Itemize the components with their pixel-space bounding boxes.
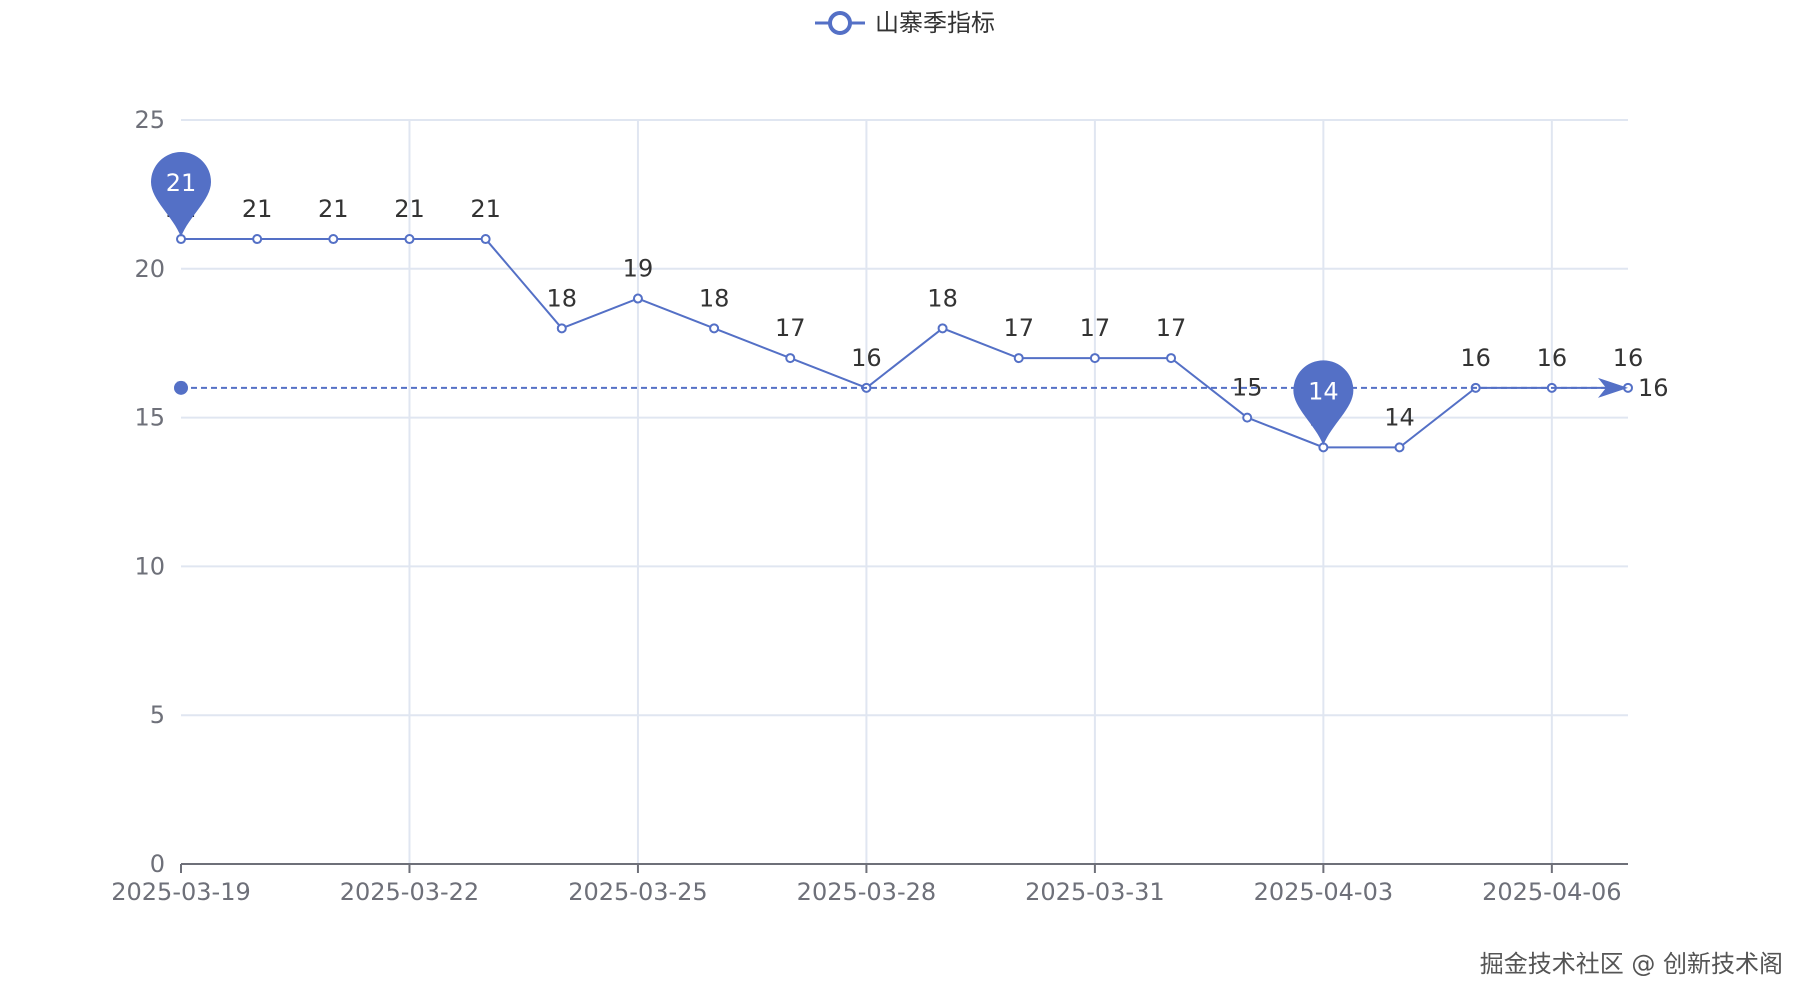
data-point bbox=[709, 323, 720, 334]
data-point bbox=[1089, 353, 1100, 364]
data-point bbox=[632, 293, 643, 304]
min-pin-icon bbox=[1293, 360, 1354, 446]
data-label: 19 bbox=[623, 255, 654, 283]
watermark: 掘金技术社区 @ 创新技术阁 bbox=[1480, 950, 1783, 978]
data-point bbox=[785, 353, 796, 364]
data-point bbox=[937, 323, 948, 334]
y-tick-label: 5 bbox=[150, 701, 165, 729]
data-label: 21 bbox=[394, 195, 425, 223]
x-tick-label: 2025-03-31 bbox=[1025, 878, 1164, 906]
max-pin-label: 21 bbox=[166, 169, 197, 197]
x-tick-label: 2025-03-19 bbox=[111, 878, 250, 906]
data-label: 14 bbox=[1384, 403, 1415, 431]
data-label: 17 bbox=[1003, 314, 1034, 342]
average-line-start-marker bbox=[174, 380, 188, 395]
y-tick-label: 15 bbox=[134, 404, 165, 432]
series-line bbox=[181, 238, 1628, 449]
data-point bbox=[1013, 353, 1024, 364]
data-point bbox=[1242, 412, 1253, 423]
data-point bbox=[404, 234, 415, 245]
y-tick-label: 20 bbox=[134, 255, 165, 283]
data-point bbox=[480, 234, 491, 245]
data-point bbox=[328, 234, 339, 245]
legend-label: 山寨季指标 bbox=[875, 9, 995, 37]
x-tick-label: 2025-04-03 bbox=[1254, 878, 1393, 906]
data-label: 18 bbox=[699, 284, 730, 312]
x-tick-label: 2025-03-22 bbox=[340, 878, 479, 906]
data-label: 16 bbox=[1460, 344, 1491, 372]
data-point bbox=[1394, 442, 1405, 453]
data-label: 16 bbox=[851, 344, 882, 372]
average-line-label: 16 bbox=[1638, 374, 1669, 402]
y-tick-label: 0 bbox=[150, 850, 165, 878]
data-label: 21 bbox=[242, 195, 273, 223]
x-tick-label: 2025-03-25 bbox=[568, 878, 707, 906]
y-tick-label: 10 bbox=[134, 552, 165, 580]
data-label: 17 bbox=[1156, 314, 1187, 342]
data-point bbox=[252, 234, 263, 245]
data-label: 16 bbox=[1537, 344, 1568, 372]
data-label: 21 bbox=[470, 195, 501, 223]
data-label: 18 bbox=[547, 284, 578, 312]
y-tick-label: 25 bbox=[134, 106, 165, 134]
legend-marker-icon bbox=[828, 11, 852, 35]
min-pin-label: 14 bbox=[1308, 377, 1339, 405]
data-label: 15 bbox=[1232, 374, 1263, 402]
x-tick-label: 2025-03-28 bbox=[797, 878, 936, 906]
data-label: 17 bbox=[1080, 314, 1111, 342]
data-label: 18 bbox=[927, 284, 958, 312]
legend-item[interactable]: 山寨季指标 bbox=[815, 9, 995, 37]
data-label: 21 bbox=[318, 195, 349, 223]
data-point bbox=[1166, 353, 1177, 364]
data-point bbox=[556, 323, 567, 334]
average-line-arrow-icon bbox=[1598, 377, 1628, 398]
max-pin-icon bbox=[151, 152, 211, 238]
data-label: 17 bbox=[775, 314, 806, 342]
data-label: 16 bbox=[1613, 344, 1644, 372]
x-tick-label: 2025-04-06 bbox=[1482, 878, 1621, 906]
